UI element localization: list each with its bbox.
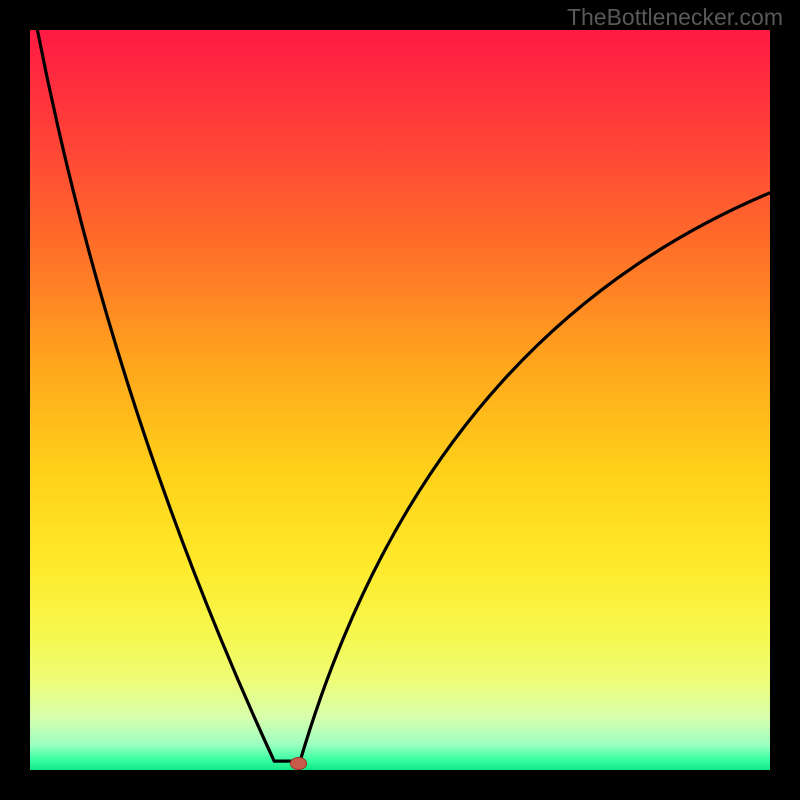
watermark-text: TheBottlenecker.com: [567, 4, 783, 31]
plot-area: [30, 30, 770, 770]
optimal-point-marker: [290, 757, 307, 769]
bottleneck-curve: [30, 30, 770, 770]
